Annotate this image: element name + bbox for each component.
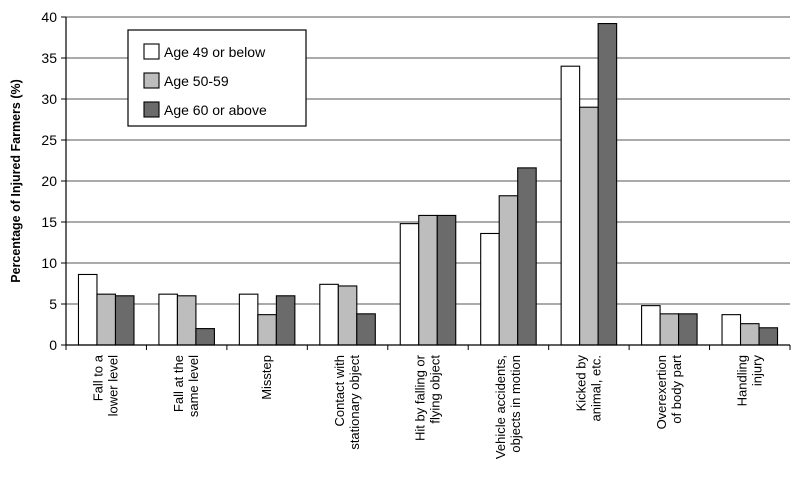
legend-label: Age 49 or below — [164, 44, 266, 60]
bar-age-50-59-0 — [96, 293, 117, 346]
bar-age-60-or-above-3 — [356, 313, 376, 346]
bar-age-60-or-above-5 — [517, 167, 537, 346]
y-tick-label: 5 — [49, 296, 57, 312]
x-category-label: animal, etc. — [588, 355, 603, 421]
legend-swatch — [143, 72, 160, 89]
bar-age-50-59-8 — [739, 323, 760, 346]
legend-swatch — [143, 101, 160, 118]
bar-age-49-or-below-0 — [77, 273, 98, 346]
bar-age-60-or-above-8 — [758, 327, 779, 346]
y-tick-label: 20 — [41, 173, 57, 189]
x-category-label: Fall to a — [91, 354, 106, 401]
bar-age-60-or-above-0 — [114, 295, 135, 346]
x-category-label: Fall at the — [171, 355, 186, 412]
x-category-label: Hit by falling or — [413, 354, 428, 441]
legend-label: Age 60 or above — [164, 102, 267, 118]
bar-age-50-59-4 — [418, 214, 438, 346]
bar-age-49-or-below-8 — [721, 314, 742, 346]
y-tick-label: 15 — [41, 214, 57, 230]
x-category-label: Kicked by — [573, 355, 588, 412]
x-category-labels: Fall to a lower level Fall at the same leve… — [91, 354, 765, 459]
x-category-label: objects in motion — [508, 355, 523, 453]
x-category-label: Handling — [734, 355, 749, 406]
x-category-label: Vehicle accidents, — [493, 355, 508, 459]
bar-age-60-or-above-1 — [195, 328, 215, 346]
bar-age-50-59-1 — [176, 295, 197, 346]
bar-age-49-or-below-4 — [399, 223, 420, 346]
legend: Age 49 or below Age 50-59 Age 60 or above — [127, 29, 307, 127]
bar-age-49-or-below-2 — [238, 293, 259, 346]
x-category-label: stationary object — [347, 355, 362, 450]
x-category-label: flying object — [428, 355, 443, 424]
x-category-label: of body part — [669, 355, 684, 424]
y-tick-label: 30 — [41, 91, 57, 107]
y-tick-label: 25 — [41, 132, 57, 148]
bar-age-49-or-below-1 — [158, 293, 178, 346]
bar-age-60-or-above-6 — [597, 23, 618, 346]
bar-age-60-or-above-7 — [678, 313, 698, 346]
bar-age-50-59-2 — [257, 314, 277, 346]
bar-age-49-or-below-3 — [319, 283, 339, 346]
bar-age-60-or-above-2 — [275, 295, 296, 346]
axes — [61, 16, 791, 350]
y-axis-title: Percentage of Injured Farmers (%) — [9, 79, 23, 283]
y-tick-label: 35 — [41, 50, 57, 66]
bar-age-60-or-above-4 — [436, 214, 457, 346]
bar-age-49-or-below-5 — [480, 232, 500, 346]
bar-age-50-59-6 — [579, 106, 599, 346]
x-category-label: injury — [749, 355, 764, 387]
x-category-label: Misstep — [259, 355, 274, 400]
y-tick-label: 40 — [41, 9, 57, 25]
bar-age-49-or-below-6 — [560, 65, 581, 346]
y-tick-label: 10 — [41, 255, 57, 271]
legend-items: Age 49 or below Age 50-59 Age 60 or above — [143, 43, 267, 118]
y-tick-labels: 0 5 10 15 20 25 30 35 40 — [41, 9, 57, 353]
x-category-label: Contact with — [332, 355, 347, 427]
bar-age-49-or-below-7 — [641, 305, 661, 346]
bar-age-50-59-7 — [659, 313, 680, 346]
x-category-label: Overexertion — [654, 355, 669, 429]
bar-age-50-59-3 — [337, 285, 358, 346]
x-category-label: lower level — [106, 355, 121, 417]
y-tick-label: 0 — [49, 337, 57, 353]
legend-label: Age 50-59 — [164, 73, 229, 89]
legend-swatch — [143, 43, 160, 60]
x-category-label: same level — [186, 355, 201, 417]
bar-age-50-59-5 — [498, 195, 519, 346]
